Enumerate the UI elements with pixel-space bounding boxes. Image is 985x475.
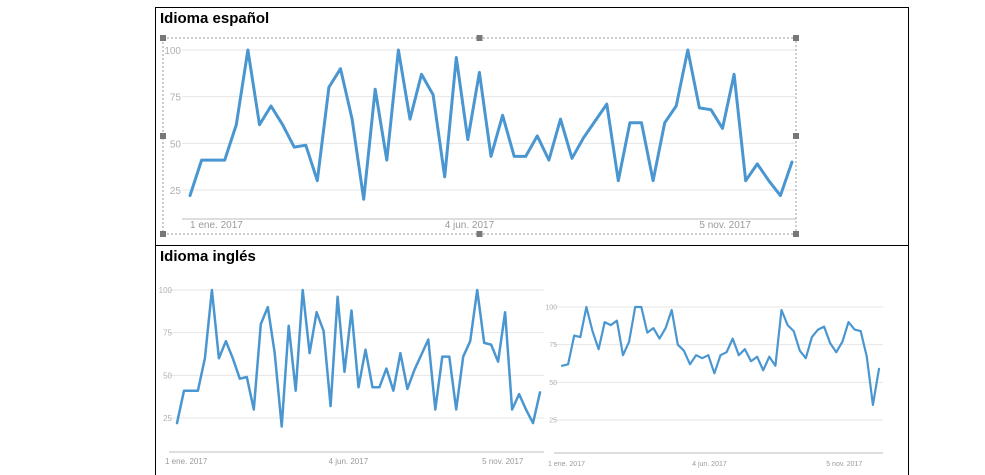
en1-x-tick-label: 4 jun. 2017 xyxy=(329,457,369,466)
english-panel-title: Idioma inglés xyxy=(160,248,256,265)
en2-x-tick-label: 5 nov. 2017 xyxy=(826,461,862,468)
resize-handle[interactable] xyxy=(477,35,483,41)
es-x-tick-label: 1 ene. 2017 xyxy=(190,220,243,231)
en1-y-tick-label: 100 xyxy=(159,286,173,295)
resize-handle[interactable] xyxy=(160,35,166,41)
en2-y-tick-label: 100 xyxy=(545,305,557,312)
english-line-chart-right: 25 50 75 100 1 ene. 2017 4 jun. 2017 5 nov. 20… xyxy=(545,292,885,473)
en1-y-tick-label: 75 xyxy=(163,329,172,338)
en2-series-line xyxy=(562,307,879,405)
english-line-chart-left: 25 50 75 100 1 ene. 2017 4 jun. 2017 5 nov. 20… xyxy=(155,280,545,473)
en1-y-tick-label: 25 xyxy=(163,414,172,423)
selection-frame xyxy=(163,38,796,234)
spanish-panel-title: Idioma español xyxy=(160,10,269,27)
en2-y-tick-label: 25 xyxy=(549,418,557,425)
en1-series-line xyxy=(177,290,540,427)
es-x-tick-label: 4 jun. 2017 xyxy=(445,220,495,231)
resize-handle[interactable] xyxy=(160,133,166,139)
en2-y-tick-label: 50 xyxy=(549,380,557,387)
resize-handle[interactable] xyxy=(160,231,166,237)
es-series-line xyxy=(190,50,792,199)
en1-x-tick-label: 5 nov. 2017 xyxy=(482,457,524,466)
resize-handle[interactable] xyxy=(793,133,799,139)
spanish-line-chart[interactable]: 25 50 75 100 1 ene. 2017 4 jun. 2017 5 nov. 20… xyxy=(155,30,815,240)
es-x-tick-label: 5 nov. 2017 xyxy=(699,220,751,231)
en2-y-tick-label: 75 xyxy=(549,342,557,349)
en1-y-tick-label: 50 xyxy=(163,371,172,380)
resize-handle[interactable] xyxy=(477,231,483,237)
es-y-tick-label: 25 xyxy=(170,186,182,197)
en2-x-tick-label: 4 jun. 2017 xyxy=(692,461,727,468)
es-y-tick-label: 100 xyxy=(164,46,181,57)
es-y-tick-label: 75 xyxy=(170,93,182,104)
es-y-tick-label: 50 xyxy=(170,139,182,150)
en2-x-tick-label: 1 ene. 2017 xyxy=(548,461,585,468)
en1-x-tick-label: 1 ene. 2017 xyxy=(165,457,208,466)
resize-handle[interactable] xyxy=(793,231,799,237)
resize-handle[interactable] xyxy=(793,35,799,41)
